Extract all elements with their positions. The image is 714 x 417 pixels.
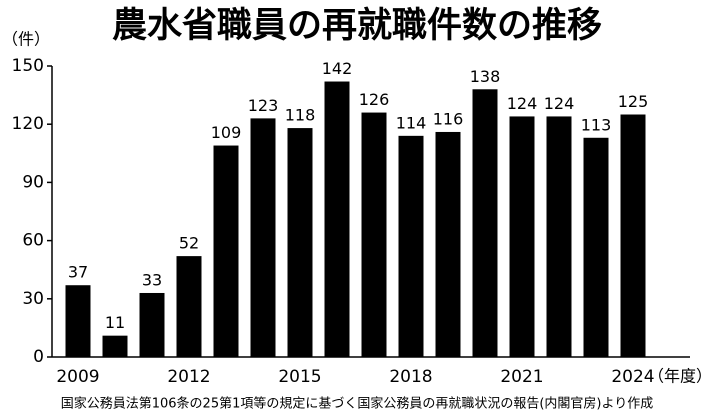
x-tick-label: 2015 bbox=[278, 367, 321, 387]
bar bbox=[139, 292, 165, 357]
bar bbox=[324, 81, 350, 358]
value-label: 113 bbox=[581, 115, 612, 134]
value-label: 138 bbox=[470, 67, 501, 86]
value-label: 33 bbox=[142, 270, 162, 289]
value-label: 124 bbox=[507, 94, 538, 113]
bar bbox=[472, 89, 498, 357]
bar bbox=[583, 137, 609, 357]
y-tick-label: 150 bbox=[12, 56, 44, 76]
bar bbox=[509, 116, 535, 357]
bar bbox=[65, 285, 91, 357]
value-label: 114 bbox=[396, 113, 427, 132]
value-label: 116 bbox=[433, 109, 464, 128]
value-label: 124 bbox=[544, 94, 575, 113]
y-tick-label: 0 bbox=[33, 347, 44, 367]
source-note: 国家公務員法第106条の25第1項等の規定に基づく国家公務員の再就職状況の報告(… bbox=[61, 396, 654, 412]
x-tick-label: 2012 bbox=[167, 367, 210, 387]
y-tick-label: 60 bbox=[22, 231, 44, 251]
y-tick-label: 120 bbox=[12, 114, 44, 134]
y-tick-label: 30 bbox=[22, 289, 44, 309]
value-label: 142 bbox=[322, 59, 353, 78]
value-label: 123 bbox=[248, 96, 279, 115]
bar bbox=[398, 135, 424, 357]
y-tick-label: 90 bbox=[22, 172, 44, 192]
bar bbox=[361, 112, 387, 357]
value-label: 118 bbox=[285, 106, 316, 125]
bar bbox=[435, 131, 461, 357]
value-label: 126 bbox=[359, 90, 390, 109]
value-label: 11 bbox=[105, 313, 125, 332]
value-label: 37 bbox=[68, 263, 88, 282]
bar bbox=[102, 335, 128, 357]
value-label: 52 bbox=[179, 234, 199, 253]
chart-title: 農水省職員の再就職件数の推移 bbox=[112, 6, 602, 46]
bar bbox=[250, 118, 276, 357]
x-tick-label: 2009 bbox=[56, 367, 99, 387]
bar bbox=[176, 256, 202, 357]
x-axis-label: （年度） bbox=[648, 367, 712, 386]
value-label: 109 bbox=[211, 123, 242, 142]
x-tick-label: 2021 bbox=[500, 367, 543, 387]
bar bbox=[213, 145, 239, 357]
bar bbox=[620, 114, 646, 357]
value-label: 125 bbox=[618, 92, 649, 111]
x-tick-label: 2024 bbox=[611, 367, 654, 387]
y-axis-label: （件） bbox=[2, 30, 50, 49]
bar bbox=[287, 128, 313, 357]
x-tick-label: 2018 bbox=[389, 367, 432, 387]
bar bbox=[546, 116, 572, 357]
